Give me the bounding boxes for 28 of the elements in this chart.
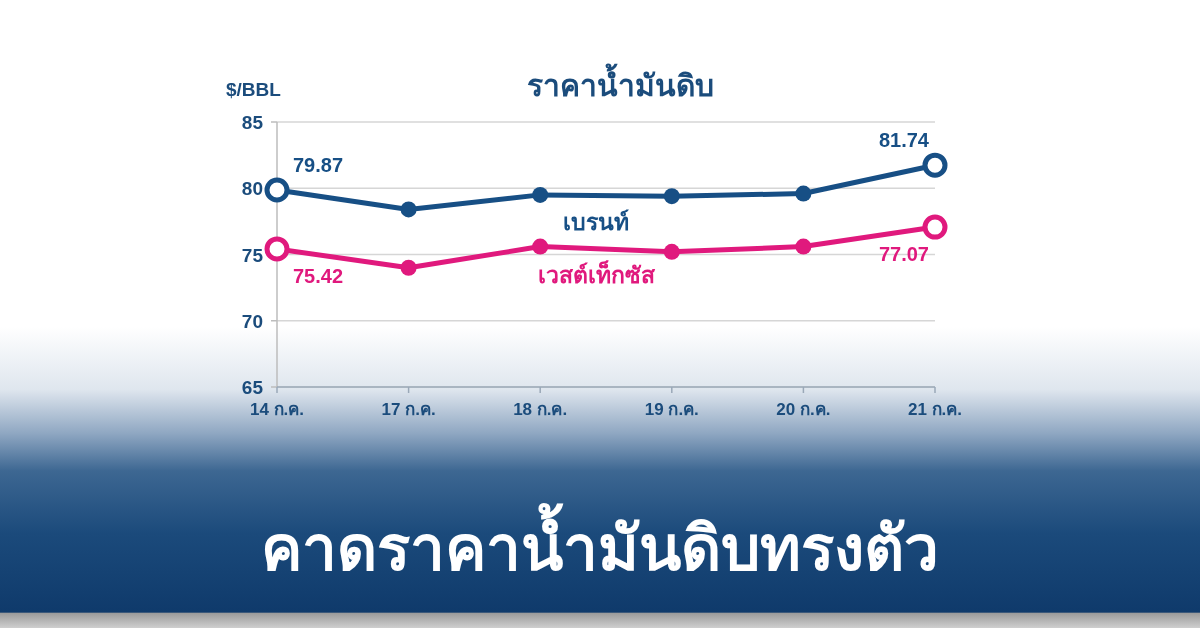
- point: [795, 185, 812, 202]
- data-label: 75.42: [293, 264, 344, 287]
- x-tick-label: 18 ก.ค.: [513, 400, 568, 419]
- x-tick-label: 19 ก.ค.: [644, 400, 699, 419]
- y-tick-label: 65: [241, 377, 264, 398]
- y-tick-label: 85: [241, 112, 264, 133]
- y-tick-label: 80: [241, 178, 263, 200]
- point: [663, 188, 680, 205]
- point: [532, 238, 549, 255]
- data-label: 79.87: [293, 153, 344, 176]
- x-tick-label: 20 ก.ค.: [776, 400, 831, 419]
- point: [400, 259, 417, 276]
- y-axis-title: $/BBL: [226, 79, 282, 100]
- chart-title: ราคาน้ำมันดิบ: [526, 63, 714, 102]
- point: [400, 201, 417, 218]
- point: [532, 186, 549, 203]
- point: [663, 243, 680, 260]
- x-tick-label: 17 ก.ค.: [381, 400, 436, 419]
- x-tick-label: 14 ก.ค.: [249, 400, 305, 419]
- data-label: 77.07: [878, 243, 929, 266]
- series-label: เบรนท์: [563, 208, 629, 235]
- data-label: 81.74: [878, 129, 930, 152]
- text: คาดราคาน้ำมันดิบทรงตัว: [261, 503, 939, 583]
- point: [795, 238, 812, 255]
- x-tick-label: 21 ก.ค.: [907, 400, 963, 419]
- series-label: เวสต์เท็กซัส: [537, 260, 656, 289]
- y-tick-label: 75: [241, 244, 264, 266]
- y-tick-label: 70: [241, 310, 263, 332]
